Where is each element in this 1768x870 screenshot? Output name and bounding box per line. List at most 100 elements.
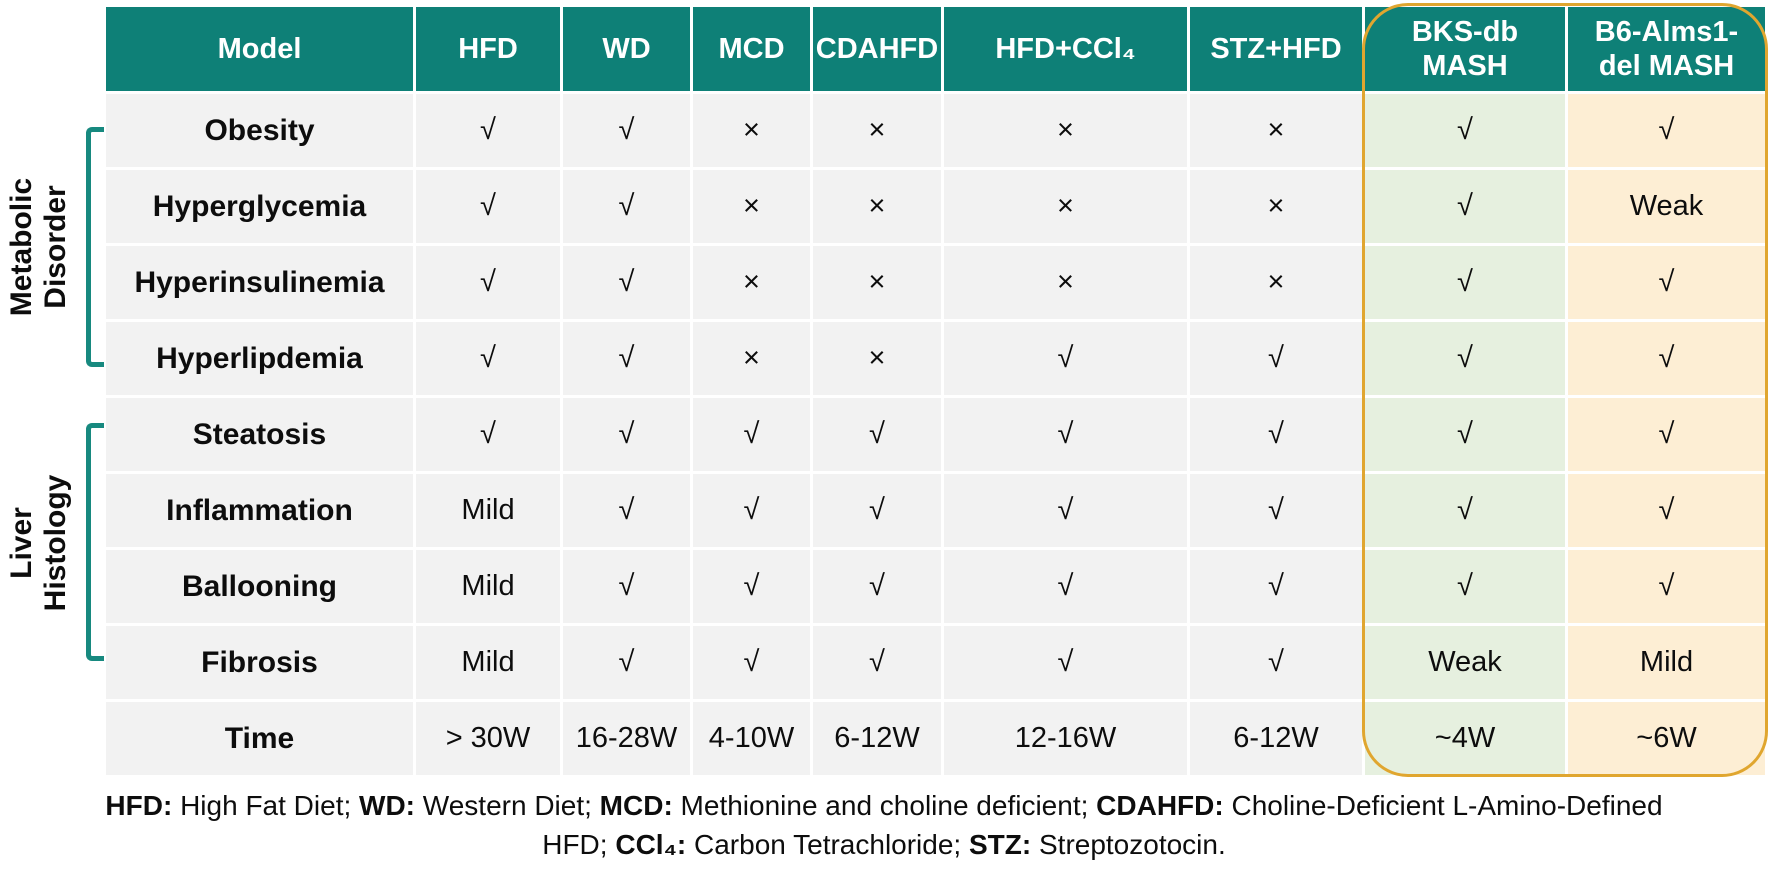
- footnote-segment: STZ:: [968, 829, 1032, 860]
- table-cell: √: [693, 398, 810, 471]
- table-cell: ×: [693, 246, 810, 319]
- liver-histology-label-line1: Liver: [4, 507, 38, 579]
- footnote-segment: High Fat Diet;: [172, 790, 360, 821]
- table-cell: √: [813, 626, 941, 699]
- table-cell: √: [1365, 94, 1565, 167]
- table-cell: 12-16W: [944, 702, 1187, 775]
- table-cell: ×: [693, 170, 810, 243]
- table-cell: √: [1568, 398, 1765, 471]
- table-cell: √: [416, 170, 560, 243]
- header-cell: WD: [563, 7, 690, 91]
- table-cell: ×: [944, 246, 1187, 319]
- table-cell: √: [1190, 398, 1362, 471]
- table-cell: ×: [1190, 170, 1362, 243]
- table-cell: √: [944, 626, 1187, 699]
- table-cell: Mild: [416, 626, 560, 699]
- liver-histology-label-line2: Histology: [39, 474, 72, 612]
- table-cell: √: [416, 398, 560, 471]
- row-label: Hyperglycemia: [106, 170, 413, 243]
- header-cell: BKS-db MASH: [1365, 7, 1565, 91]
- table-cell: ~4W: [1365, 702, 1565, 775]
- table-cell: ×: [813, 322, 941, 395]
- footnote-segment: Western Diet;: [415, 790, 600, 821]
- metabolic-disorder-label: Metabolic Disorder: [0, 132, 79, 362]
- footnote-segment: HFD:: [105, 790, 173, 821]
- table-cell: ×: [944, 94, 1187, 167]
- table-cell: √: [1365, 170, 1565, 243]
- table-cell: 4-10W: [693, 702, 810, 775]
- header-cell: HFD: [416, 7, 560, 91]
- table-cell: ×: [693, 322, 810, 395]
- header-cell: B6-Alms1-del MASH: [1568, 7, 1765, 91]
- table-cell: 6-12W: [1190, 702, 1362, 775]
- table-cell: √: [416, 322, 560, 395]
- table-cell: √: [416, 246, 560, 319]
- header-cell: HFD+CCl₄: [944, 7, 1187, 91]
- table-cell: √: [1365, 474, 1565, 547]
- row-label: Inflammation: [106, 474, 413, 547]
- table-cell: ×: [813, 94, 941, 167]
- abbreviation-footnote-line1: HFD: High Fat Diet; WD: Western Diet; MC…: [0, 786, 1768, 825]
- table-cell: 16-28W: [563, 702, 690, 775]
- footnote-segment: HFD;: [542, 829, 616, 860]
- header-cell-model: Model: [106, 7, 413, 91]
- table-cell: √: [944, 322, 1187, 395]
- row-label: Fibrosis: [106, 626, 413, 699]
- table-cell: √: [813, 550, 941, 623]
- table-cell: ×: [1190, 94, 1362, 167]
- row-label: Ballooning: [106, 550, 413, 623]
- table-cell: √: [944, 550, 1187, 623]
- table-cell: √: [1190, 626, 1362, 699]
- table-cell: √: [1568, 550, 1765, 623]
- table-cell: √: [563, 550, 690, 623]
- footnote-segment: CDAHFD:: [1096, 790, 1224, 821]
- table-cell: √: [1365, 246, 1565, 319]
- abbreviation-footnote: HFD: High Fat Diet; WD: Western Diet; MC…: [0, 786, 1768, 864]
- table-cell: ×: [813, 246, 941, 319]
- table-cell: √: [693, 550, 810, 623]
- table-cell: √: [1568, 94, 1765, 167]
- table-cell: √: [1190, 474, 1362, 547]
- table-cell: ×: [693, 94, 810, 167]
- table-cell: ×: [944, 170, 1187, 243]
- table-cell: Mild: [1568, 626, 1765, 699]
- table-cell: ~6W: [1568, 702, 1765, 775]
- table-cell: √: [1365, 398, 1565, 471]
- table-cell: √: [563, 626, 690, 699]
- table-cell: Mild: [416, 550, 560, 623]
- table-cell: √: [563, 94, 690, 167]
- table-cell: √: [813, 474, 941, 547]
- table-cell: ×: [813, 170, 941, 243]
- liver-histology-bracket: [86, 423, 104, 661]
- metabolic-disorder-bracket: [86, 127, 104, 367]
- table-cell: √: [1190, 322, 1362, 395]
- footnote-segment: Streptozotocin.: [1031, 829, 1226, 860]
- table-cell: > 30W: [416, 702, 560, 775]
- table-cell: √: [813, 398, 941, 471]
- table-cell: √: [1568, 474, 1765, 547]
- table-cell: √: [563, 322, 690, 395]
- header-cell: CDAHFD: [813, 7, 941, 91]
- table-cell: √: [563, 398, 690, 471]
- row-label: Hyperlipdemia: [106, 322, 413, 395]
- table-cell: √: [1190, 550, 1362, 623]
- footnote-segment: WD:: [359, 790, 416, 821]
- footnote-segment: Choline-Deficient L-Amino-Defined: [1223, 790, 1663, 821]
- table-cell: Mild: [416, 474, 560, 547]
- table-cell: √: [1568, 246, 1765, 319]
- row-label: Obesity: [106, 94, 413, 167]
- table-cell: √: [563, 170, 690, 243]
- footnote-segment: Methionine and choline deficient;: [672, 790, 1097, 821]
- footnote-segment: CCl₄:: [615, 829, 687, 860]
- table-cell: ×: [1190, 246, 1362, 319]
- liver-histology-label: Liver Histology: [0, 428, 79, 658]
- table-cell: √: [563, 474, 690, 547]
- table-cell: √: [693, 474, 810, 547]
- table-cell: √: [563, 246, 690, 319]
- row-label: Hyperinsulinemia: [106, 246, 413, 319]
- abbreviation-footnote-line2: HFD; CCl₄: Carbon Tetrachloride; STZ: St…: [0, 825, 1768, 864]
- table-cell: √: [693, 626, 810, 699]
- row-label: Time: [106, 702, 413, 775]
- header-cell: MCD: [693, 7, 810, 91]
